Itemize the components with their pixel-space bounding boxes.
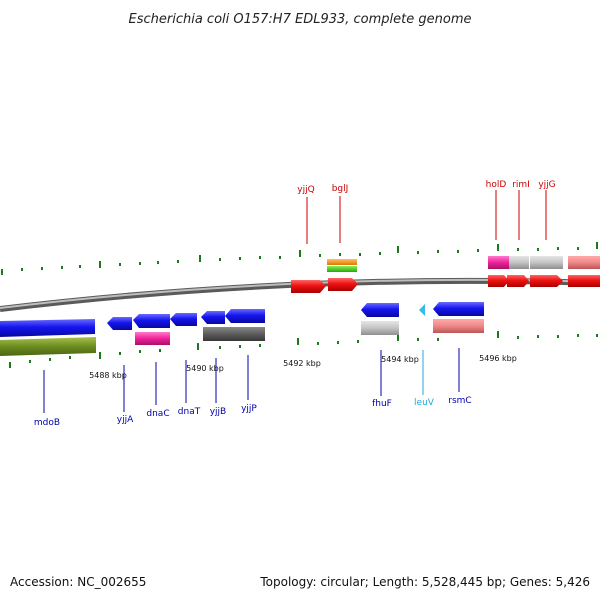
scale-label: 5490 kbp bbox=[186, 364, 224, 373]
accession-label: Accession: NC_002655 bbox=[10, 575, 146, 589]
gene-label-holD[interactable]: holD bbox=[486, 180, 507, 190]
scale-label: 5494 kbp bbox=[381, 355, 419, 364]
gene-label-leuV[interactable]: leuV bbox=[414, 398, 435, 408]
genome-summary: Topology: circular; Length: 5,528,445 bp… bbox=[259, 575, 590, 589]
gene-label-fhuF[interactable]: fhuF bbox=[372, 399, 392, 409]
scale-label: 5488 kbp bbox=[89, 371, 127, 380]
gene-arrow-bglJ[interactable] bbox=[328, 278, 358, 291]
trna-leuV[interactable] bbox=[419, 304, 425, 316]
gene-arrow-fhuF[interactable] bbox=[361, 303, 399, 317]
gene-arrow-yjjB[interactable] bbox=[201, 311, 225, 324]
gene-label-yjjQ[interactable]: yjjQ bbox=[297, 185, 314, 195]
feature-bar-grey[interactable] bbox=[509, 256, 529, 269]
gene-arrow-dnaT[interactable] bbox=[170, 313, 197, 326]
feature-bar-orange[interactable] bbox=[327, 259, 357, 265]
gene-label-bglJ[interactable]: bglJ bbox=[332, 184, 349, 194]
feature-bar-magenta[interactable] bbox=[488, 256, 509, 269]
gene-arrow-yjjP[interactable] bbox=[225, 309, 265, 323]
gene-labels-above: yjjQ bglJ holD rimI yjjG bbox=[297, 180, 556, 244]
gene-arrow-rimI[interactable] bbox=[507, 275, 529, 287]
gene-arrow-holD[interactable] bbox=[488, 275, 509, 287]
gene-label-yjjG[interactable]: yjjG bbox=[538, 180, 555, 190]
feature-bar-pink[interactable] bbox=[568, 256, 600, 269]
gene-arrow-partial[interactable] bbox=[568, 275, 600, 287]
gene-label-yjjP[interactable]: yjjP bbox=[241, 404, 257, 414]
feature-bar-green[interactable] bbox=[327, 266, 357, 272]
feature-bar-pink[interactable] bbox=[433, 319, 484, 333]
gene-arrow-dnaC[interactable] bbox=[133, 314, 170, 328]
gene-label-dnaC[interactable]: dnaC bbox=[146, 409, 169, 419]
gene-label-mdoB[interactable]: mdoB bbox=[34, 418, 60, 428]
feature-bar-grey[interactable] bbox=[361, 321, 399, 335]
feature-bar-grey[interactable] bbox=[530, 256, 563, 269]
gene-arrow-mdoB[interactable] bbox=[0, 319, 95, 337]
gene-arrow-rsmC[interactable] bbox=[433, 302, 484, 316]
gene-label-yjjA[interactable]: yjjA bbox=[117, 415, 134, 425]
gene-label-rsmC[interactable]: rsmC bbox=[448, 396, 471, 406]
reverse-strand-genes bbox=[0, 302, 484, 356]
gene-label-dnaT[interactable]: dnaT bbox=[178, 407, 201, 417]
forward-strand-genes bbox=[291, 256, 600, 293]
feature-bar-olive[interactable] bbox=[0, 337, 96, 356]
page-title: Escherichia coli O157:H7 EDL933, complet… bbox=[129, 12, 472, 27]
upper-tick-row bbox=[1, 242, 598, 275]
scale-label: 5496 kbp bbox=[479, 354, 517, 363]
scale-label: 5492 kbp bbox=[283, 359, 321, 368]
feature-bar-dark[interactable] bbox=[203, 327, 265, 341]
gene-label-yjjB[interactable]: yjjB bbox=[210, 407, 227, 417]
gene-arrow-yjjG[interactable] bbox=[530, 275, 563, 287]
lower-tick-row bbox=[9, 331, 598, 368]
gene-arrow-yjjQ[interactable] bbox=[291, 280, 326, 293]
feature-bar-magenta[interactable] bbox=[135, 332, 170, 345]
gene-label-rimI[interactable]: rimI bbox=[512, 180, 530, 190]
gene-labels-below: mdoB yjjA dnaC dnaT yjjB yjjP fhuF leuV … bbox=[34, 348, 472, 428]
gene-arrow-yjjA[interactable] bbox=[107, 317, 132, 330]
